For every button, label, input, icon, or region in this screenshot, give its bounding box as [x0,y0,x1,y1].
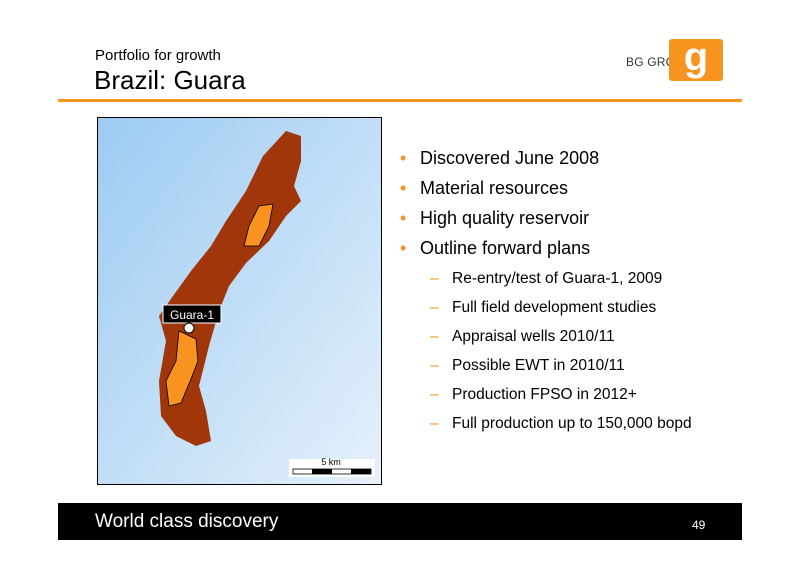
sub-bullet: Possible EWT in 2010/11 [400,351,760,381]
bullet: Discovered June 2008 [400,144,760,174]
footer-bar [58,503,742,540]
bullet: High quality reservoir [400,204,760,234]
reservoir-south [165,330,199,407]
bullet: Outline forward plans [400,234,760,264]
sub-bullet: Production FPSO in 2012+ [400,380,760,410]
bullet: Material resources [400,174,760,204]
subtitle: Portfolio for growth [95,47,221,64]
sub-bullet: Full production up to 150,000 bopd [400,409,760,439]
footer-text: World class discovery [95,511,279,532]
title: Brazil: Guara [94,65,246,95]
well-label: Guara-1 [170,308,214,322]
sub-bullet: Full field development studies [400,293,760,323]
scale-bar-segment [351,469,371,474]
scale-bar-segment [312,469,332,474]
sub-bullet: Re-entry/test of Guara-1, 2009 [400,264,760,294]
page-number: 49 [692,518,706,532]
scale-label: 5 km [321,457,341,467]
well-label-box [162,304,222,324]
sea [98,118,381,484]
well-marker [183,322,195,334]
logo-mark: g [669,37,723,81]
map-drawing: Guara-1 5 km [98,118,381,484]
reservoir-north [243,203,274,247]
bullet-list: Discovered June 2008Material resourcesHi… [400,144,760,439]
header-rule [58,99,742,102]
map: Guara-1 5 km [97,117,382,485]
sub-bullet: Appraisal wells 2010/11 [400,322,760,352]
